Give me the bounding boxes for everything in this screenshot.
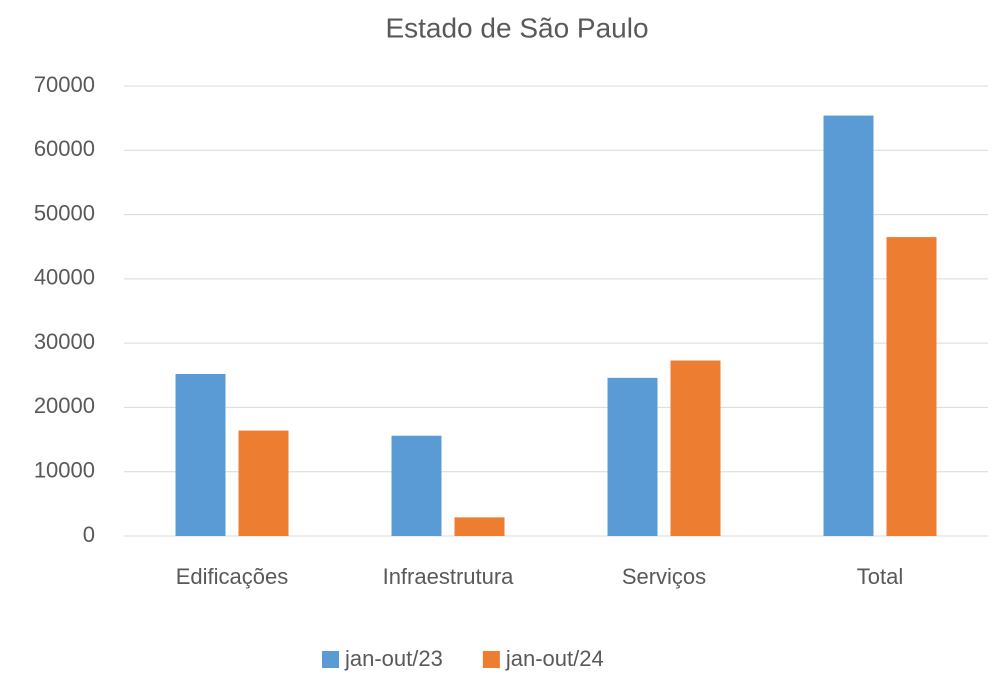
y-tick-label: 30000	[34, 329, 95, 354]
y-tick-label: 0	[83, 522, 95, 547]
y-tick-label: 60000	[34, 136, 95, 161]
y-tick-label: 40000	[34, 265, 95, 290]
bar	[391, 435, 442, 536]
legend-label: jan-out/23	[344, 646, 443, 671]
bar	[607, 377, 658, 536]
legend-swatch	[482, 651, 500, 668]
chart-title: Estado de São Paulo	[385, 12, 648, 43]
legend-swatch	[322, 651, 339, 668]
legend-label: jan-out/24	[505, 646, 604, 671]
x-tick-label: Edificações	[176, 564, 289, 589]
bar	[175, 374, 226, 536]
y-tick-label: 50000	[34, 200, 95, 225]
bar	[823, 115, 874, 537]
y-tick-label: 10000	[34, 458, 95, 483]
bar	[670, 360, 721, 536]
x-tick-label: Infraestrutura	[383, 564, 515, 589]
x-tick-label: Total	[857, 564, 903, 589]
y-tick-label: 20000	[34, 393, 95, 418]
bar	[238, 430, 289, 536]
bar	[886, 237, 937, 537]
y-tick-label: 70000	[34, 72, 95, 97]
bar	[454, 517, 505, 536]
x-tick-label: Serviços	[622, 564, 706, 589]
